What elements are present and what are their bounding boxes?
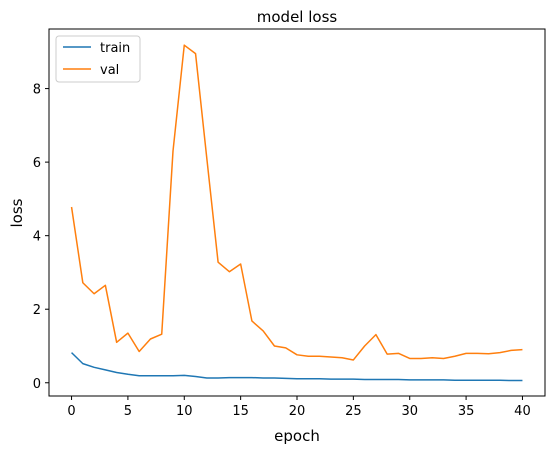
x-tick-label: 10	[176, 404, 193, 419]
x-tick-label: 30	[401, 404, 418, 419]
x-tick-label: 40	[514, 404, 531, 419]
x-tick-label: 15	[232, 404, 249, 419]
series-line-train	[71, 352, 523, 382]
chart-title: model loss	[257, 8, 338, 26]
axis-ticks: 0 5 10 15 20 25 30 35 40 0 2 4 6 8	[33, 83, 531, 419]
x-tick-label: 5	[124, 404, 132, 419]
y-tick-label: 6	[33, 156, 41, 171]
legend-label-val: val	[100, 63, 119, 78]
y-tick-label: 0	[33, 377, 41, 392]
x-tick-label: 20	[289, 404, 306, 419]
x-axis-label: epoch	[274, 427, 320, 445]
y-tick-label: 4	[33, 230, 41, 245]
legend: train val	[55, 35, 141, 83]
x-tick-label: 25	[345, 404, 362, 419]
y-axis-label: loss	[8, 198, 26, 227]
plot-frame	[48, 28, 546, 397]
x-tick-label: 35	[458, 404, 475, 419]
legend-label-train: train	[100, 41, 130, 56]
series-line-val	[70, 44, 523, 361]
x-tick-label: 0	[67, 404, 75, 419]
y-tick-label: 8	[33, 83, 41, 98]
y-tick-label: 2	[33, 303, 41, 318]
plot-marks	[70, 44, 523, 382]
